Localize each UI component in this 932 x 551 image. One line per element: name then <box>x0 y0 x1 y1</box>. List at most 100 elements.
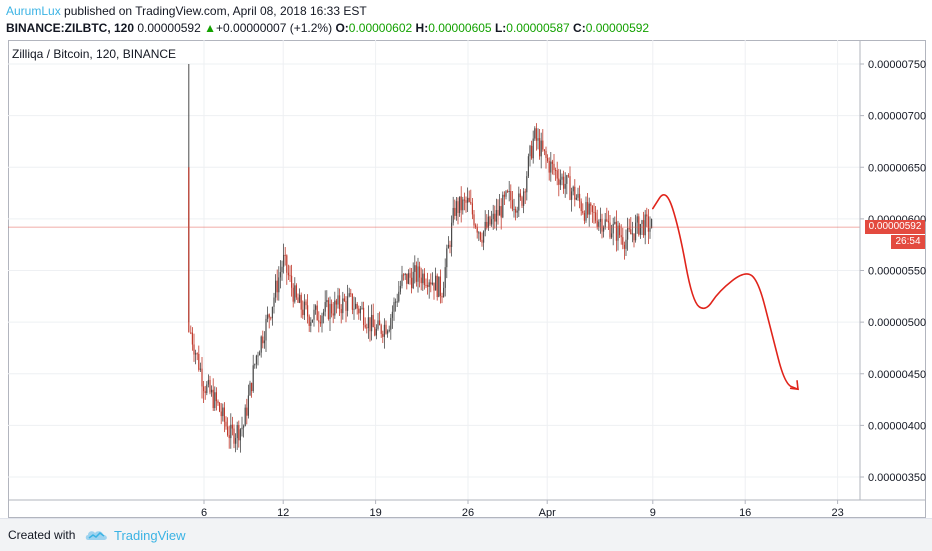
candle-body <box>207 379 209 385</box>
candle-body <box>587 201 589 215</box>
candle-body <box>351 293 353 310</box>
candle-body <box>449 244 451 247</box>
candle-body <box>444 267 446 288</box>
candle-body <box>556 170 558 179</box>
candle-body <box>380 325 382 334</box>
candle-body <box>475 225 477 228</box>
candle-body <box>327 300 329 320</box>
candle-body <box>348 293 350 297</box>
price-chart[interactable]: 0.000007500.000007000.000006500.00000600… <box>8 40 926 518</box>
candle-body <box>287 272 289 276</box>
candle-body <box>198 353 200 370</box>
candle-body <box>267 314 269 319</box>
candle-body <box>590 203 592 206</box>
candle-body <box>279 272 281 278</box>
candle-body <box>427 284 429 287</box>
y-tick-label: 0.00000400 <box>868 420 926 432</box>
low-label: L: <box>494 21 507 35</box>
candle-body <box>396 301 398 303</box>
candle-body <box>606 219 608 221</box>
candle-body <box>235 438 237 444</box>
high-label: H: <box>415 21 429 35</box>
candle-body <box>356 303 358 309</box>
candle-body <box>503 194 505 197</box>
candle-body <box>435 275 437 291</box>
x-tick-label: 23 <box>831 507 843 518</box>
candle-body <box>535 128 537 141</box>
candle-body <box>551 161 553 164</box>
candle-body <box>558 178 560 185</box>
candle-body <box>300 294 302 310</box>
candle-body <box>566 175 568 184</box>
candle-body <box>433 282 435 291</box>
candle-body <box>292 287 294 302</box>
candle-body <box>355 303 357 309</box>
candle-body <box>334 300 336 316</box>
candle-body <box>340 308 342 314</box>
candle-body <box>579 193 581 202</box>
candle-body <box>377 320 379 329</box>
candle-body <box>247 395 249 416</box>
candle-body <box>375 328 377 336</box>
candle-body <box>547 157 549 161</box>
candle-body <box>303 301 305 316</box>
candle-body <box>439 276 441 296</box>
candle-body <box>484 221 486 232</box>
candle-body <box>415 265 417 282</box>
candle-body <box>647 216 649 232</box>
candle-body <box>251 382 253 392</box>
candle-body <box>252 365 254 392</box>
candle-body <box>244 407 246 427</box>
author-link[interactable]: AurumLux <box>6 4 61 18</box>
candle-body <box>489 216 491 225</box>
candle-body <box>324 302 326 312</box>
high-value: 0.00000605 <box>428 21 492 35</box>
candle-body <box>521 197 523 206</box>
footer: Created with TradingView <box>0 518 932 551</box>
candle-body <box>395 301 397 303</box>
tradingview-brand[interactable]: TradingView <box>84 525 186 545</box>
candle-body <box>193 344 195 355</box>
candle-body <box>441 295 443 298</box>
tradingview-label: TradingView <box>114 527 186 543</box>
candle-body <box>318 320 320 322</box>
candle-body <box>483 231 485 243</box>
candle-body <box>391 311 393 318</box>
candle-body <box>339 295 341 309</box>
candle-body <box>575 197 577 200</box>
candle-body <box>361 307 363 309</box>
candle-body <box>548 160 550 173</box>
candle-body <box>404 273 406 276</box>
candle-body <box>550 161 552 173</box>
candle-body <box>617 225 619 241</box>
chart-area[interactable]: 0.000007500.000007000.000006500.00000600… <box>8 40 926 518</box>
candle-body <box>273 297 275 307</box>
last-price: 0.00000592 <box>137 21 201 35</box>
candle-body <box>214 392 216 409</box>
candle-body <box>491 219 493 225</box>
candle-body <box>516 210 518 213</box>
candle-body <box>513 209 515 211</box>
candle-body <box>233 428 235 444</box>
candle-body <box>319 321 321 324</box>
candle-body <box>457 201 459 213</box>
candle-body <box>633 233 635 241</box>
candle-body <box>283 254 285 267</box>
candle-body <box>195 353 197 355</box>
candle-body <box>308 316 310 326</box>
candle-body <box>271 306 273 319</box>
projection-arrowhead <box>789 380 799 391</box>
candle-body <box>603 227 605 232</box>
candle-body <box>431 282 433 285</box>
candle-body <box>291 275 293 288</box>
candle-body <box>359 308 361 314</box>
candle-body <box>390 317 392 330</box>
candle-body <box>478 232 480 234</box>
candle-body <box>539 138 541 157</box>
candle-body <box>190 332 192 334</box>
candle-body <box>451 222 453 247</box>
candle-body <box>350 293 352 295</box>
candle-body <box>263 340 265 344</box>
candle-body <box>270 317 272 319</box>
candle-body <box>315 305 317 310</box>
